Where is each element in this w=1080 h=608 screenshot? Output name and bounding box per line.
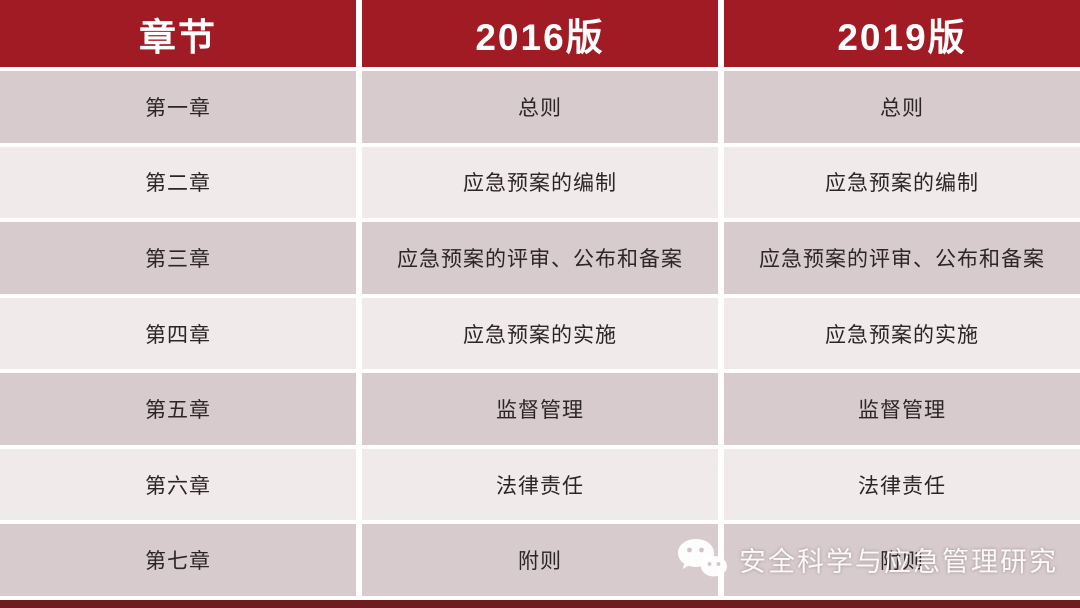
cell-2019: 应急预案的实施 xyxy=(724,297,1080,370)
cell-2016: 应急预案的评审、公布和备案 xyxy=(362,222,718,294)
cell-text: 应急预案的评审、公布和备案 xyxy=(759,247,1045,271)
cell-2016: 应急预案的实施 xyxy=(362,297,718,370)
cell-text: 第三章 xyxy=(145,247,211,271)
cell-text: 监督管理 xyxy=(858,399,946,423)
header-label-2019: 2019版 xyxy=(837,16,967,58)
cell-text: 应急预案的评审、公布和备案 xyxy=(397,247,683,271)
table-row: 第七章 附则 附则 xyxy=(0,524,1080,597)
cell-chapter: 第一章 xyxy=(0,71,356,143)
cell-2019: 应急预案的评审、公布和备案 xyxy=(724,222,1080,294)
cell-2019: 应急预案的编制 xyxy=(724,146,1080,219)
cell-text: 总则 xyxy=(518,96,562,120)
cell-text: 法律责任 xyxy=(858,474,946,498)
cell-text: 应急预案的编制 xyxy=(825,172,979,196)
cell-2019: 附则 xyxy=(724,524,1080,597)
header-label-chapter: 章节 xyxy=(139,16,217,58)
cell-text: 监督管理 xyxy=(496,399,584,423)
cell-text: 应急预案的实施 xyxy=(463,323,617,347)
table-row: 第四章 应急预案的实施 应急预案的实施 xyxy=(0,297,1080,370)
cell-text: 第五章 xyxy=(145,399,211,423)
header-cell-2016: 2016版 xyxy=(362,0,718,67)
cell-2016: 应急预案的编制 xyxy=(362,146,718,219)
table-header-row: 章节 2016版 2019版 xyxy=(0,0,1080,67)
table-row: 第一章 总则 总则 xyxy=(0,71,1080,143)
cell-text: 第一章 xyxy=(145,96,211,120)
cell-text: 附则 xyxy=(880,550,924,574)
cell-text: 应急预案的实施 xyxy=(825,323,979,347)
cell-text: 第六章 xyxy=(145,474,211,498)
table-row: 第六章 法律责任 法律责任 xyxy=(0,448,1080,521)
cell-text: 附则 xyxy=(518,550,562,574)
cell-chapter: 第六章 xyxy=(0,448,356,521)
cell-text: 第二章 xyxy=(145,172,211,196)
cell-2016: 监督管理 xyxy=(362,373,718,445)
header-label-2016: 2016版 xyxy=(475,16,605,58)
table-row: 第三章 应急预案的评审、公布和备案 应急预案的评审、公布和备案 xyxy=(0,222,1080,294)
cell-text: 应急预案的编制 xyxy=(463,172,617,196)
cell-text: 法律责任 xyxy=(496,474,584,498)
cell-2019: 法律责任 xyxy=(724,448,1080,521)
cell-text: 第四章 xyxy=(145,323,211,347)
header-cell-2019: 2019版 xyxy=(724,0,1080,67)
cell-text: 第七章 xyxy=(145,550,211,574)
cell-text: 总则 xyxy=(880,96,924,120)
cell-2016: 附则 xyxy=(362,524,718,597)
table-row: 第二章 应急预案的编制 应急预案的编制 xyxy=(0,146,1080,219)
cell-2019: 监督管理 xyxy=(724,373,1080,445)
header-cell-chapter: 章节 xyxy=(0,0,356,67)
bottom-accent-bar xyxy=(0,600,1080,608)
cell-2016: 法律责任 xyxy=(362,448,718,521)
cell-chapter: 第二章 xyxy=(0,146,356,219)
cell-chapter: 第四章 xyxy=(0,297,356,370)
table-row: 第五章 监督管理 监督管理 xyxy=(0,373,1080,445)
cell-2016: 总则 xyxy=(362,71,718,143)
cell-2019: 总则 xyxy=(724,71,1080,143)
cell-chapter: 第五章 xyxy=(0,373,356,445)
cell-chapter: 第三章 xyxy=(0,222,356,294)
cell-chapter: 第七章 xyxy=(0,524,356,597)
